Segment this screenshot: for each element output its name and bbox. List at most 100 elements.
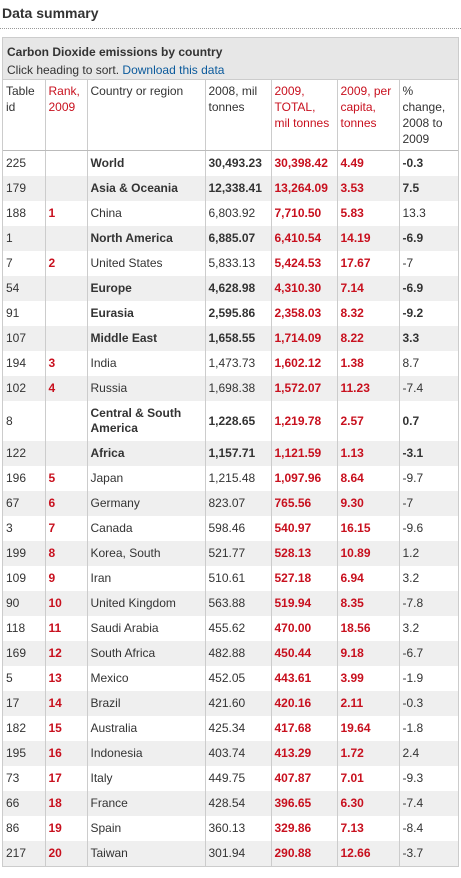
cell-table-id: 17 (3, 691, 46, 716)
cell-table-id: 225 (3, 150, 46, 176)
cell-2009-total: 1,572.07 (271, 376, 338, 401)
cell-rank: 9 (45, 566, 88, 591)
table-title: Carbon Dioxide emissions by country (7, 45, 223, 59)
cell-pct-change: 3.3 (399, 326, 458, 351)
cell-rank (45, 276, 88, 301)
cell-table-id: 5 (3, 666, 46, 691)
col-header-country[interactable]: Country or region (87, 80, 206, 151)
cell-2009-per-capita: 1.13 (337, 441, 400, 466)
cell-2009-total: 1,097.96 (271, 466, 338, 491)
cell-rank: 2 (45, 251, 88, 276)
cell-2009-per-capita: 8.22 (337, 326, 400, 351)
download-data-link[interactable]: Download this data (122, 63, 225, 77)
cell-2008: 403.74 (205, 741, 272, 766)
cell-table-id: 194 (3, 351, 46, 376)
cell-2009-total: 413.29 (271, 741, 338, 766)
cell-country: South Africa (87, 641, 206, 666)
table-row: 109 9 Iran 510.61 527.18 6.94 3.2 (3, 566, 458, 591)
cell-2009-per-capita: 8.35 (337, 591, 400, 616)
cell-table-id: 73 (3, 766, 46, 791)
cell-pct-change: -1.9 (402, 671, 424, 685)
col-header-2008[interactable]: 2008, mil tonnes (205, 80, 272, 151)
cell-table-id: 67 (3, 491, 46, 516)
table-row: 73 17 Italy 449.75 407.87 7.01 -9.3 (3, 766, 458, 791)
cell-2008: 563.88 (205, 591, 272, 616)
cell-country: Canada (87, 516, 206, 541)
col-header-table-id[interactable]: Table id (3, 80, 46, 151)
table-row: 182 15 Australia 425.34 417.68 19.64 -1.8 (3, 716, 458, 741)
cell-2008: 1,698.38 (205, 376, 272, 401)
cell-2009-per-capita: 7.01 (337, 766, 400, 791)
cell-2009-total: 407.87 (271, 766, 338, 791)
cell-table-id: 217 (3, 841, 46, 866)
cell-2008: 2,595.86 (205, 301, 272, 326)
cell-2009-per-capita: 12.66 (337, 841, 400, 866)
table-row: 1 North America 6,885.07 6,410.54 14.19 -6.9 (3, 226, 458, 251)
cell-rank: 15 (45, 716, 88, 741)
cell-country: United Kingdom (87, 591, 206, 616)
cell-country: Germany (87, 491, 206, 516)
cell-pct-change: -3.7 (399, 841, 458, 866)
cell-2008: 1,157.71 (205, 441, 272, 466)
table-row: 225 World 30,493.23 30,398.42 4.49 -0.3 (3, 150, 458, 176)
cell-pct-change: 2.4 (399, 741, 458, 766)
data-panel: Carbon Dioxide emissions by country Clic… (2, 37, 459, 867)
table-row: 54 Europe 4,628.98 4,310.30 7.14 -6.9 (3, 276, 458, 301)
cell-2009-per-capita: 10.89 (337, 541, 400, 566)
cell-2008: 521.77 (205, 541, 272, 566)
cell-2008: 5,833.13 (205, 251, 272, 276)
cell-country: India (87, 351, 206, 376)
cell-table-id: 86 (3, 816, 46, 841)
cell-2009-total: 765.56 (271, 491, 338, 516)
table-row: 102 4 Russia 1,698.38 1,572.07 11.23 -7.4 (3, 376, 458, 401)
cell-country: Africa (87, 441, 206, 466)
col-header-pct-change[interactable]: % change, 2008 to 2009 (399, 80, 458, 151)
table-row: 122 Africa 1,157.71 1,121.59 1.13 -3.1 (3, 441, 458, 466)
cell-2008: 1,473.73 (205, 351, 272, 376)
cell-country: Saudi Arabia (87, 616, 206, 641)
cell-country: Eurasia (87, 301, 206, 326)
cell-country: China (87, 201, 206, 226)
col-header-2009-total[interactable]: 2009, TOTAL, mil tonnes (271, 80, 338, 151)
cell-table-id: 102 (3, 376, 46, 401)
cell-table-id: 169 (3, 641, 46, 666)
cell-pct-change: 0.7 (402, 413, 420, 428)
cell-2008: 598.46 (205, 516, 272, 541)
cell-2009-total: 470.00 (271, 616, 338, 641)
cell-2009-per-capita: 1.72 (337, 741, 400, 766)
cell-pct-change: -7.4 (399, 791, 458, 816)
emissions-table: Table id Rank, 2009 Country or region 20… (3, 80, 458, 866)
cell-2009-total: 1,219.78 (271, 401, 338, 441)
cell-2009-total: 4,310.30 (271, 276, 338, 301)
cell-table-id: 109 (3, 566, 46, 591)
header-row: Table id Rank, 2009 Country or region 20… (3, 80, 458, 151)
table-row: 8 Central & South America 1,228.65 1,219.78… (3, 401, 458, 441)
cell-2008: 6,803.92 (205, 201, 272, 226)
col-header-2009-per-capita[interactable]: 2009, per capita, tonnes (337, 80, 400, 151)
cell-pct-change: -9.6 (402, 521, 424, 535)
cell-2009-per-capita: 7.14 (337, 276, 400, 301)
cell-pct-change: -6.9 (399, 276, 458, 301)
cell-country: North America (87, 226, 206, 251)
cell-table-id: 118 (3, 616, 46, 641)
cell-2008: 360.13 (205, 816, 272, 841)
section-title: Data summary (0, 0, 461, 29)
cell-2008: 510.61 (205, 566, 272, 591)
cell-rank: 3 (45, 351, 88, 376)
cell-country: United States (87, 251, 206, 276)
table-row: 66 18 France 428.54 396.65 6.30 -7.4 (3, 791, 458, 816)
cell-table-id: 7 (3, 251, 46, 276)
cell-2009-total: 30,398.42 (271, 150, 338, 176)
cell-rank: 6 (45, 491, 88, 516)
cell-table-id: 182 (3, 716, 46, 741)
cell-table-id: 196 (3, 466, 46, 491)
table-row: 17 14 Brazil 421.60 420.16 2.11 -0.3 (3, 691, 458, 716)
table-row: 3 7 Canada 598.46 540.97 16.15 -9.6 (3, 516, 458, 541)
col-header-rank[interactable]: Rank, 2009 (45, 80, 88, 151)
cell-rank (45, 301, 88, 326)
cell-rank: 13 (45, 666, 88, 691)
cell-2008: 4,628.98 (205, 276, 272, 301)
cell-rank (45, 326, 88, 351)
cell-2009-total: 540.97 (271, 516, 338, 541)
cell-2009-total: 420.16 (271, 691, 338, 716)
